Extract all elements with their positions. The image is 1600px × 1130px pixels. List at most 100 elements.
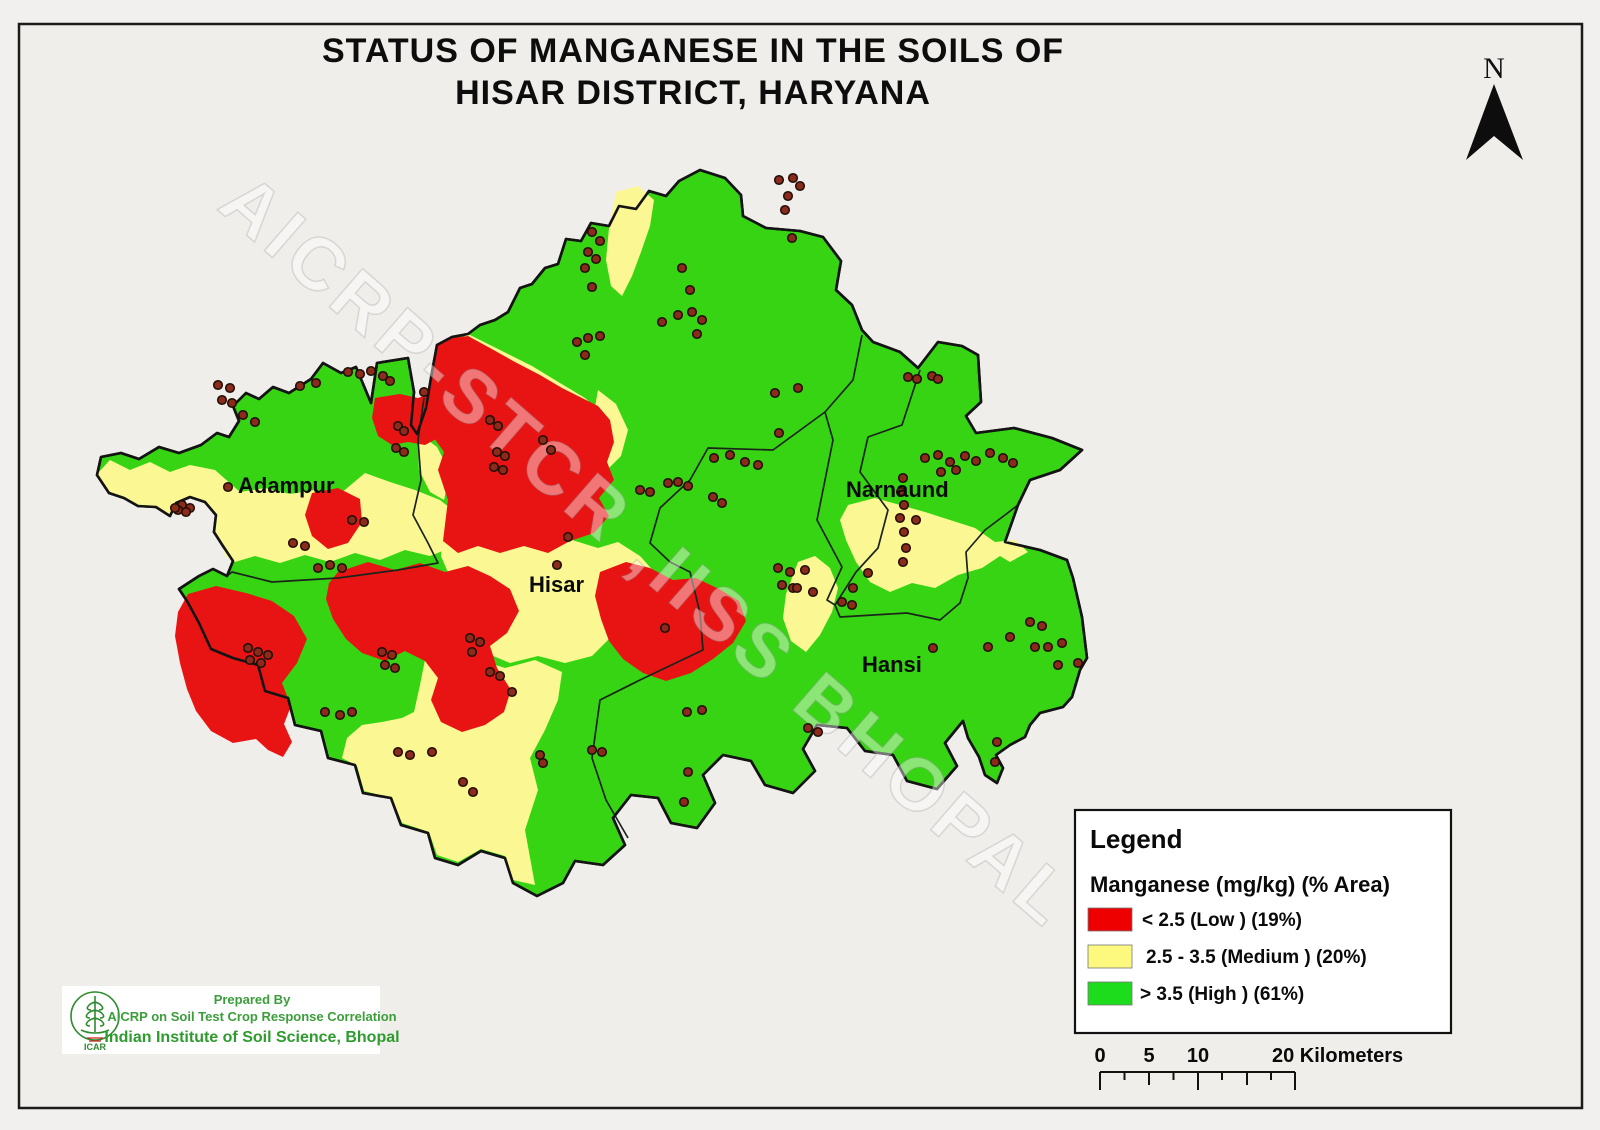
sample-points bbox=[169, 172, 1084, 808]
sample-point bbox=[950, 464, 962, 476]
sample-point bbox=[249, 416, 261, 428]
tehsil-boundaries bbox=[226, 334, 1019, 839]
legend-swatch-high bbox=[1087, 981, 1133, 1006]
sample-point bbox=[847, 582, 859, 594]
sample-point bbox=[902, 371, 914, 383]
sample-point bbox=[474, 636, 486, 648]
sample-point bbox=[224, 382, 236, 394]
sample-point bbox=[1056, 637, 1068, 649]
sample-point bbox=[551, 559, 563, 571]
sample-point bbox=[392, 746, 404, 758]
sample-point bbox=[684, 284, 696, 296]
sample-point bbox=[846, 599, 858, 611]
sample-point bbox=[1036, 620, 1048, 632]
sample-point bbox=[484, 666, 496, 678]
sample-point bbox=[586, 226, 598, 238]
district-outline bbox=[95, 168, 1089, 898]
sample-point bbox=[739, 456, 751, 468]
sample-point bbox=[537, 757, 549, 769]
sample-point bbox=[911, 373, 923, 385]
sample-point bbox=[222, 481, 234, 493]
sample-point bbox=[226, 397, 238, 409]
sample-point bbox=[237, 409, 249, 421]
sample-point bbox=[784, 566, 796, 578]
map-title: STATUS OF MANGANESE IN THE SOILS OF HISA… bbox=[322, 32, 1063, 112]
sample-point bbox=[807, 586, 819, 598]
sample-point bbox=[792, 382, 804, 394]
sample-point bbox=[590, 253, 602, 265]
tehsil-boundary bbox=[834, 369, 921, 606]
sample-point bbox=[169, 502, 181, 514]
sample-point bbox=[659, 622, 671, 634]
sample-point bbox=[497, 464, 509, 476]
sample-point bbox=[776, 579, 788, 591]
sample-point bbox=[571, 336, 583, 348]
sample-point bbox=[900, 542, 912, 554]
sample-point bbox=[180, 506, 192, 518]
sample-point bbox=[494, 670, 506, 682]
legend-title: Legend bbox=[1090, 824, 1182, 854]
sample-point bbox=[324, 559, 336, 571]
sample-point bbox=[681, 706, 693, 718]
sample-point bbox=[384, 375, 396, 387]
sample-point bbox=[1072, 657, 1084, 669]
north-label: N bbox=[1483, 52, 1505, 85]
sample-point bbox=[404, 749, 416, 761]
sample-point bbox=[212, 379, 224, 391]
legend-label-medium: 2.5 - 3.5 (Medium ) (20%) bbox=[1146, 947, 1367, 968]
sample-point bbox=[935, 466, 947, 478]
sample-point bbox=[802, 722, 814, 734]
sample-point bbox=[898, 499, 910, 511]
sample-point bbox=[707, 491, 719, 503]
sample-point bbox=[752, 459, 764, 471]
sample-point bbox=[656, 316, 668, 328]
low-zone bbox=[326, 562, 519, 732]
sample-point bbox=[997, 452, 1009, 464]
sample-point bbox=[484, 414, 496, 426]
sample-point bbox=[1007, 457, 1019, 469]
sample-point bbox=[354, 368, 366, 380]
sample-point bbox=[499, 450, 511, 462]
attribution-line-1: Prepared By bbox=[214, 992, 291, 1007]
sample-point bbox=[662, 477, 674, 489]
sample-point bbox=[377, 370, 389, 382]
medium-zone bbox=[417, 432, 450, 500]
sample-point bbox=[491, 446, 503, 458]
sample-point bbox=[537, 434, 549, 446]
sample-point bbox=[836, 596, 848, 608]
legend-label-low: < 2.5 (Low ) (19%) bbox=[1142, 910, 1302, 931]
sample-point bbox=[262, 649, 274, 661]
low-zone bbox=[305, 488, 362, 549]
sample-point bbox=[545, 444, 557, 456]
sample-point bbox=[358, 516, 370, 528]
sample-point bbox=[791, 582, 803, 594]
sample-point bbox=[716, 497, 728, 509]
sample-point bbox=[319, 706, 331, 718]
north-arrow-icon bbox=[1466, 84, 1523, 160]
sample-point bbox=[970, 455, 982, 467]
sample-point bbox=[696, 314, 708, 326]
icar-logo-text: ICAR bbox=[84, 1042, 106, 1052]
low-zones bbox=[175, 336, 746, 757]
sample-point bbox=[312, 562, 324, 574]
region-label-narnaund: Narnaund bbox=[846, 477, 949, 502]
sample-point bbox=[932, 373, 944, 385]
sample-point bbox=[812, 726, 824, 738]
sample-point bbox=[634, 484, 646, 496]
sample-point bbox=[336, 562, 348, 574]
sample-point bbox=[1052, 659, 1064, 671]
region-label-hisar: Hisar bbox=[529, 572, 584, 597]
sample-point bbox=[464, 632, 476, 644]
sample-point bbox=[506, 686, 518, 698]
sample-point bbox=[216, 394, 228, 406]
sample-point bbox=[786, 232, 798, 244]
scale-bar: 0 5 10 20 Kilometers bbox=[1094, 1045, 1403, 1090]
sample-point bbox=[676, 262, 688, 274]
sample-point bbox=[492, 420, 504, 432]
sample-point bbox=[779, 204, 791, 216]
sample-point bbox=[255, 657, 267, 669]
sample-point bbox=[596, 746, 608, 758]
sample-point bbox=[376, 646, 388, 658]
sample-point bbox=[991, 736, 1003, 748]
sample-point bbox=[799, 564, 811, 576]
